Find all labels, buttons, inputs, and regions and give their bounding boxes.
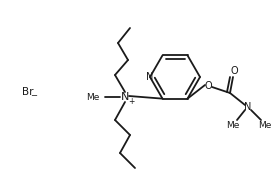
Text: Br: Br xyxy=(22,87,34,97)
Text: O: O xyxy=(230,66,238,76)
Text: N: N xyxy=(244,102,252,112)
Text: Me: Me xyxy=(258,122,272,130)
Text: N: N xyxy=(121,92,129,102)
Text: O: O xyxy=(204,81,212,91)
Text: Me: Me xyxy=(226,122,240,130)
Text: N: N xyxy=(146,72,154,82)
Text: Me: Me xyxy=(86,92,99,102)
Text: −: − xyxy=(31,92,37,100)
Text: +: + xyxy=(128,97,134,105)
